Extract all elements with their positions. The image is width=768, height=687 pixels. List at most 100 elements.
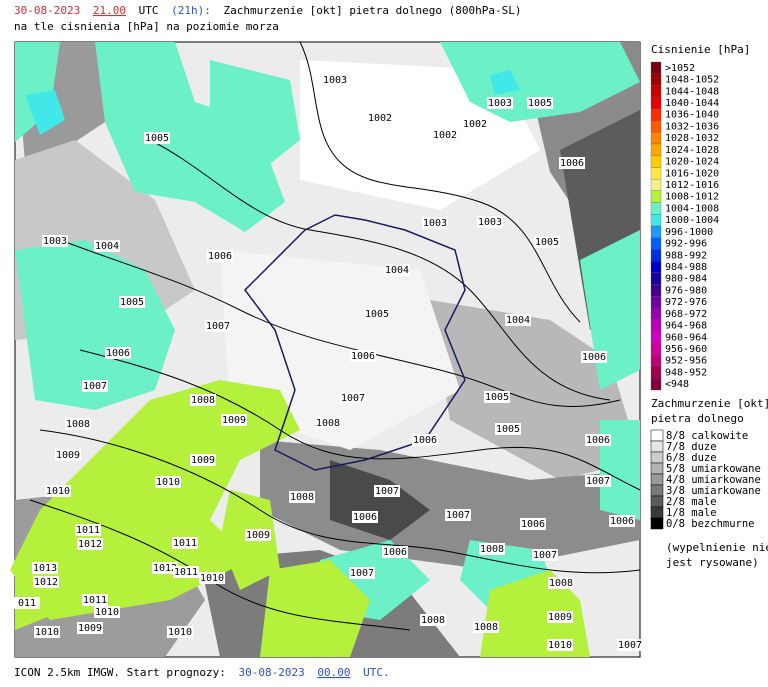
- legend-swatch: [650, 202, 662, 215]
- isobar-label: 1011: [173, 538, 197, 549]
- isobar-label: 1005: [496, 424, 520, 435]
- isobar-label: 1012: [78, 539, 102, 550]
- isobar-label: 1012: [153, 563, 177, 574]
- isobar-label-bg: [384, 264, 410, 276]
- legend-swatch: [650, 61, 662, 74]
- isobar-label-bg: [77, 538, 103, 550]
- isobar-label: 1012: [34, 577, 58, 588]
- isobar-label: 1013: [33, 563, 57, 574]
- isobar-label-bg: [340, 392, 366, 404]
- legend-label: 1016-1020: [665, 168, 719, 179]
- isobar-label: 1007: [83, 381, 107, 392]
- legend-label: 1028-1032: [665, 133, 719, 144]
- title: Zachmurzenie [okt] pietra dolnego (800hP…: [223, 4, 521, 17]
- isobar-label: 1011: [174, 567, 198, 578]
- legend-label: 976-980: [665, 285, 707, 296]
- isobar-label: 1007: [618, 640, 642, 651]
- legend-swatch: [650, 440, 664, 453]
- isobars: [29, 41, 641, 631]
- isobar-label-bg: [374, 485, 400, 497]
- isobar-label: 1006: [582, 352, 606, 363]
- legend-label: 988-992: [665, 250, 707, 261]
- isobar-label: 1008: [66, 419, 90, 430]
- isobar-label-bg: [173, 566, 199, 578]
- isobar-label-bg: [152, 562, 178, 574]
- isobar-label-bg: [585, 475, 611, 487]
- isobar-label-bg: [221, 414, 247, 426]
- isobar-label-bg: [505, 314, 531, 326]
- date: 30-08-2023: [14, 4, 80, 17]
- header-line: 30-08-2023 21.00 UTC (21h): Zachmurzenie…: [14, 4, 522, 17]
- legend-label: 1024-1028: [665, 145, 719, 156]
- isobar-label: 1006: [351, 351, 375, 362]
- isobar-label: 1010: [156, 477, 180, 488]
- isobar-label: 1009: [246, 530, 270, 541]
- legend-label: 6/8 duze: [666, 452, 717, 464]
- legend-label: 1048-1052: [665, 75, 719, 86]
- legend-note: jest rysowane): [666, 556, 759, 569]
- isobar-label: 1008: [549, 578, 573, 589]
- isobar-label: 1006: [413, 435, 437, 446]
- isobar-label: 1005: [485, 392, 509, 403]
- isobar-label-bg: [65, 418, 91, 430]
- isobar-label-bg: [75, 524, 101, 536]
- isobar-label-bg: [207, 250, 233, 262]
- isobar-label: 1007: [375, 486, 399, 497]
- footer-model: ICON 2.5km IMGW. Start prognozy:: [14, 666, 226, 679]
- legend-swatch: [650, 462, 664, 475]
- isobar-label: 1006: [521, 519, 545, 530]
- legend-label: 7/8 duze: [666, 441, 717, 453]
- isobar-label-bg: [289, 491, 315, 503]
- pressure-legend-title: Cisnienie [hPa]: [651, 43, 750, 56]
- isobar-label-bg: [585, 434, 611, 446]
- subtitle: na tle cisnienia [hPa] na poziomie morza: [14, 20, 279, 33]
- isobar-label-bg: [82, 380, 108, 392]
- isobar-label-bg: [34, 626, 60, 638]
- isobar-label-bg: [520, 518, 546, 530]
- isobar-label: 1003: [323, 75, 347, 86]
- hour: 21.00: [93, 4, 126, 17]
- legend-swatch: [650, 517, 664, 530]
- isobar-label-bg: [245, 529, 271, 541]
- isobar-label: 1002: [463, 119, 487, 130]
- legend-label: 1036-1040: [665, 110, 719, 121]
- legend-label: 2/8 male: [666, 496, 717, 508]
- isobar-label: 1004: [95, 241, 119, 252]
- isobar-label: 1009: [191, 455, 215, 466]
- legend-swatch: [650, 120, 662, 133]
- legend-swatch: [650, 354, 662, 367]
- legend-swatch: [650, 342, 662, 356]
- legend-label: 960-964: [665, 332, 707, 343]
- isobar-label: 011: [18, 598, 36, 609]
- legend-swatch: [650, 495, 664, 508]
- isobar-label: 1003: [478, 217, 502, 228]
- isobar-label-bg: [420, 614, 446, 626]
- isobar-label-bg: [548, 577, 574, 589]
- isobar-label-bg: [462, 118, 488, 130]
- legend-swatch: [650, 155, 662, 168]
- isobar-label-bg: [82, 594, 108, 606]
- legend-label: 948-952: [665, 367, 707, 378]
- legend-label: 1020-1024: [665, 157, 719, 168]
- legend-label: 5/8 umiarkowane: [666, 463, 761, 475]
- isobar-label-bg: [364, 308, 390, 320]
- legend-swatch: [650, 167, 662, 180]
- isobar-label: 1011: [76, 525, 100, 536]
- isobar-label: 1010: [35, 627, 59, 638]
- isobar-label: 1007: [446, 510, 470, 521]
- legend-label: 1000-1004: [665, 215, 719, 226]
- legend-swatch: [650, 237, 662, 250]
- legend-label: 984-988: [665, 262, 707, 273]
- isobar-label: 1005: [365, 309, 389, 320]
- isobar-label-bg: [45, 485, 71, 497]
- legend-label: 0/8 bezchmurne: [666, 518, 755, 530]
- isobar-label: 1009: [548, 612, 572, 623]
- footer: ICON 2.5km IMGW. Start prognozy: 30-08-2…: [14, 666, 390, 679]
- isobar-label-bg: [199, 572, 225, 584]
- legend-swatch: [650, 506, 664, 519]
- isobar-label-bg: [432, 129, 458, 141]
- isobar-label-bg: [33, 576, 59, 588]
- legend-label: 1004-1008: [665, 203, 719, 214]
